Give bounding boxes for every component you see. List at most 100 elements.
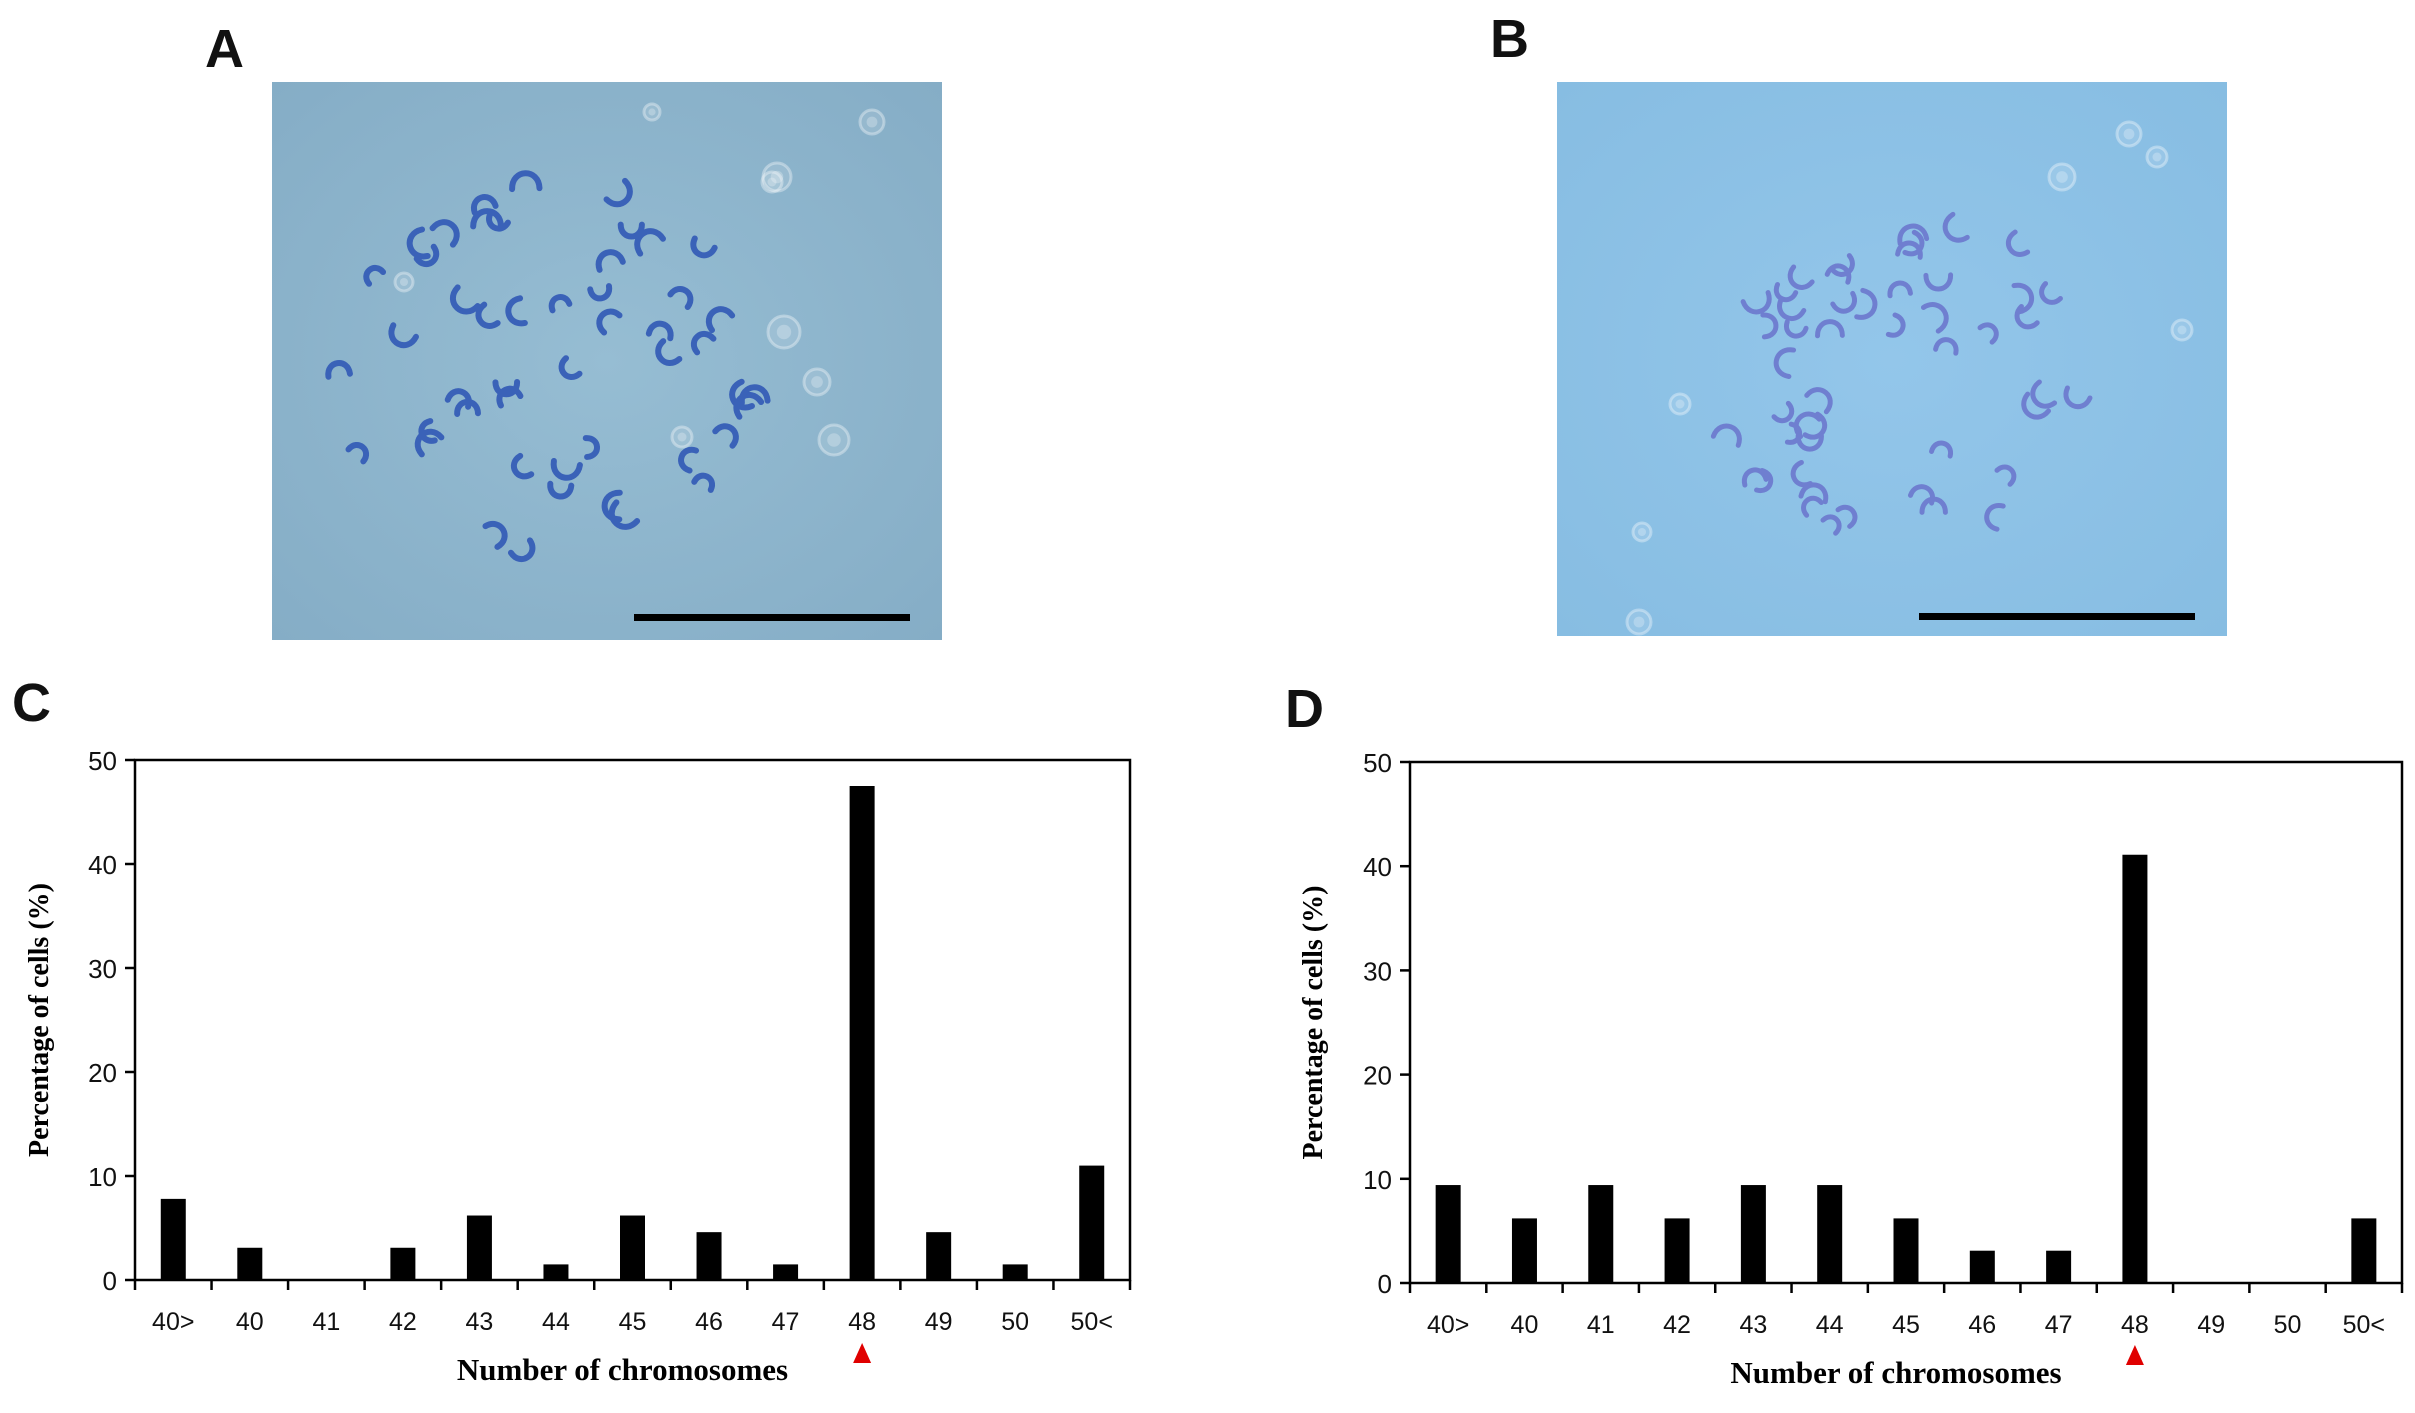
y-tick-label: 50 — [88, 746, 117, 776]
x-tick-label: 46 — [1968, 1311, 1996, 1339]
debris-cell-center — [827, 433, 841, 447]
chromosome — [482, 521, 508, 550]
chromosome — [1802, 411, 1828, 440]
chromosome — [363, 264, 387, 287]
plot-frame — [1408, 760, 2404, 1285]
debris-cell-center — [399, 277, 409, 287]
debris-cell — [393, 271, 415, 293]
chromosome — [691, 472, 715, 493]
bar — [1969, 1250, 1995, 1283]
chromosome — [1929, 440, 1953, 459]
debris-cell — [642, 102, 662, 122]
chromosome — [1885, 312, 1906, 338]
debris-cell-center — [770, 170, 784, 184]
debris-cell-center — [811, 376, 823, 388]
chromosome — [2011, 282, 2035, 315]
chromosome — [1977, 322, 1999, 345]
x-tick-label: 40> — [152, 1308, 194, 1336]
debris-cell-center — [648, 108, 656, 116]
bar — [543, 1264, 569, 1280]
chromosome — [2006, 229, 2031, 257]
chromosome — [413, 243, 440, 267]
chromosome — [1754, 467, 1774, 494]
chromosome — [690, 330, 717, 356]
chromosome — [406, 226, 431, 260]
x-tick-label: 48 — [2121, 1311, 2149, 1339]
chromosome — [2021, 391, 2052, 420]
panel-label-d: D — [1285, 679, 1324, 739]
chromosome — [1887, 280, 1913, 299]
micrograph-b-canvas — [1557, 82, 2227, 636]
y-tick-label: 30 — [1363, 956, 1392, 986]
chromosome — [690, 235, 718, 259]
y-axis-label: Percentage of cells (%) — [24, 883, 55, 1157]
chromosome — [595, 249, 626, 273]
chromosome — [645, 320, 674, 342]
chromosome — [1854, 287, 1878, 320]
debris-cell — [670, 425, 694, 449]
chromosome — [1923, 272, 1954, 292]
panel-label-a: A — [205, 19, 244, 79]
x-tick-label: 49 — [925, 1308, 953, 1336]
bar — [849, 786, 875, 1280]
debris-cell — [1668, 392, 1692, 416]
bar — [1740, 1185, 1766, 1283]
chromosome — [418, 418, 438, 444]
x-tick-label: 45 — [619, 1308, 647, 1336]
debris-cell-center — [2056, 171, 2068, 183]
x-tick-label: 40 — [1511, 1311, 1539, 1339]
chromosome — [1784, 421, 1802, 445]
x-tick-label: 47 — [772, 1308, 800, 1336]
y-tick-label: 30 — [88, 954, 117, 984]
chromosome — [729, 378, 755, 411]
chromosome — [738, 384, 771, 406]
chromosome — [1760, 312, 1779, 340]
x-tick-label: 47 — [2045, 1311, 2073, 1339]
bar — [620, 1215, 645, 1280]
micrograph-background — [1557, 82, 2227, 636]
chromosome — [603, 177, 633, 208]
debris-cell-center — [1675, 399, 1685, 409]
chromosome — [1984, 503, 2006, 532]
chromosome — [1835, 504, 1858, 529]
x-tick-label: 46 — [695, 1308, 723, 1336]
micrograph-a — [272, 82, 942, 640]
x-tick-label: 50 — [2274, 1311, 2302, 1339]
debris-cell — [1625, 608, 1653, 636]
chromosome — [1741, 467, 1769, 488]
chromosome — [667, 286, 694, 311]
chromosome — [1933, 337, 1959, 356]
x-tick-label: 44 — [1816, 1311, 1844, 1339]
chromosome — [505, 295, 528, 327]
micrograph-b — [1557, 82, 2227, 636]
chart-c: 0 10 20 30 40 50 40> 40 41 42 43 44 45 46 47 48 49 50 50<… — [24, 746, 1132, 1387]
bar — [1893, 1218, 1919, 1283]
debris-cell — [766, 314, 802, 350]
x-tick-label: 49 — [2197, 1311, 2225, 1339]
bar — [1435, 1185, 1461, 1283]
debris-cell-center — [1637, 527, 1647, 537]
chromosome — [678, 446, 700, 474]
chromosome — [2030, 379, 2058, 409]
chromosome — [1771, 400, 1795, 424]
x-axis-label: Number of chromosomes — [457, 1352, 788, 1387]
chromosome — [1895, 240, 1923, 260]
debris-cell — [1631, 521, 1653, 543]
chromosome — [655, 338, 683, 366]
bar — [1817, 1185, 1843, 1283]
bar — [926, 1232, 952, 1280]
bar — [2351, 1218, 2377, 1283]
chromosome — [1790, 459, 1813, 488]
chromosome — [582, 435, 600, 460]
debris-cell-center — [1633, 616, 1645, 628]
x-tick-label: 48 — [848, 1308, 876, 1336]
debris-cell — [2115, 120, 2143, 148]
debris-cell-center — [2123, 128, 2135, 140]
chromosome-spread — [1710, 211, 2093, 536]
chromosome — [471, 194, 499, 216]
x-tick-label: 41 — [1587, 1311, 1615, 1339]
chromosome — [1920, 302, 1949, 334]
chromosome — [429, 219, 460, 248]
chromosome — [1815, 319, 1845, 339]
bar — [1664, 1218, 1690, 1283]
